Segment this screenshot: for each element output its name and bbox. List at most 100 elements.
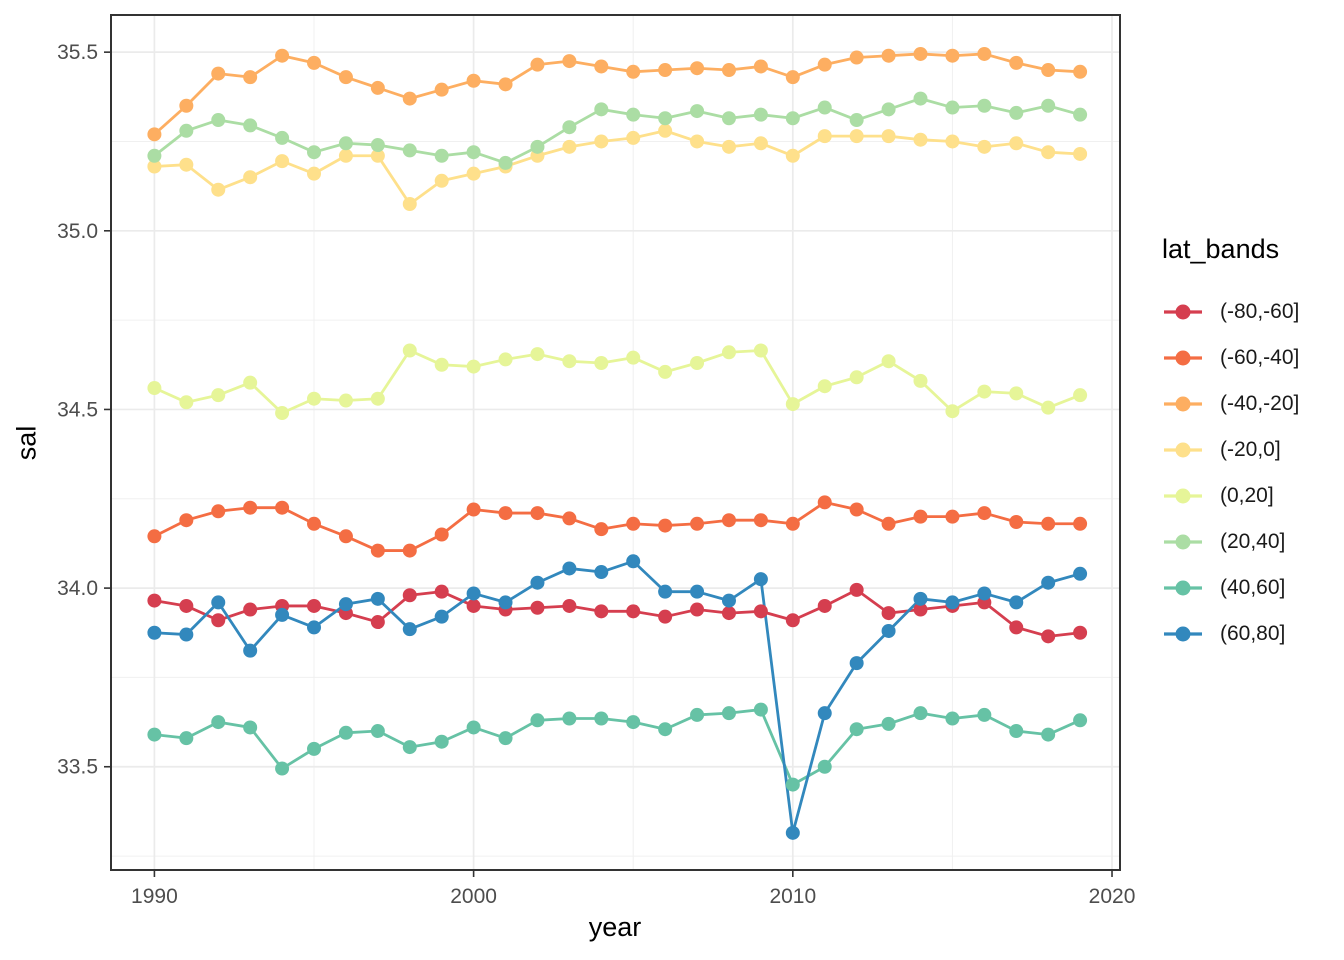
series-point bbox=[913, 91, 928, 106]
series-point bbox=[243, 602, 258, 617]
series-point bbox=[243, 170, 258, 185]
series-point bbox=[913, 132, 928, 147]
series-point bbox=[498, 731, 513, 746]
series-point bbox=[211, 613, 226, 628]
series-point bbox=[721, 111, 736, 126]
series-point bbox=[434, 173, 449, 188]
series-point bbox=[945, 509, 960, 524]
y-tick-label: 33.5 bbox=[57, 756, 98, 779]
series-point bbox=[562, 598, 577, 613]
series-point bbox=[530, 600, 545, 615]
legend-key-icon bbox=[1164, 396, 1202, 412]
series-point bbox=[498, 352, 513, 367]
series-point bbox=[753, 604, 768, 619]
series-point bbox=[690, 602, 705, 617]
series-point bbox=[498, 77, 513, 92]
series-point bbox=[977, 139, 992, 154]
series-point bbox=[179, 395, 194, 410]
series-point bbox=[785, 111, 800, 126]
series-point bbox=[307, 620, 322, 635]
series-point bbox=[370, 591, 385, 606]
series-point bbox=[402, 588, 417, 603]
series-point bbox=[881, 48, 896, 63]
legend-entry: (0,20] bbox=[1160, 473, 1299, 519]
series-point bbox=[977, 506, 992, 521]
series-point bbox=[1041, 98, 1056, 113]
series-point bbox=[402, 143, 417, 158]
series-point bbox=[1073, 566, 1088, 581]
series-point bbox=[1073, 388, 1088, 403]
series-point bbox=[434, 357, 449, 372]
series-point bbox=[945, 134, 960, 149]
series-point bbox=[243, 118, 258, 133]
series-point bbox=[658, 111, 673, 126]
series-point bbox=[594, 102, 609, 117]
series-point bbox=[913, 602, 928, 617]
series-point bbox=[785, 825, 800, 840]
series-point bbox=[817, 379, 832, 394]
series-point bbox=[338, 725, 353, 740]
series-point bbox=[275, 406, 290, 421]
series-point bbox=[977, 586, 992, 601]
series-point bbox=[275, 500, 290, 515]
series-point bbox=[370, 615, 385, 630]
series-point bbox=[594, 711, 609, 726]
series-point bbox=[849, 50, 864, 65]
x-tick-label: 2000 bbox=[450, 885, 497, 908]
legend-key-icon bbox=[1164, 626, 1202, 642]
series-point bbox=[147, 148, 162, 163]
series-point bbox=[402, 197, 417, 212]
legend-entry: (-60,-40] bbox=[1160, 335, 1299, 381]
series-point bbox=[498, 595, 513, 610]
series-point bbox=[466, 586, 481, 601]
series-point bbox=[913, 46, 928, 61]
series-point bbox=[594, 604, 609, 619]
series-point bbox=[211, 113, 226, 128]
series-point bbox=[594, 59, 609, 74]
legend-key-icon bbox=[1164, 580, 1202, 596]
legend-label: (-20,0] bbox=[1220, 438, 1281, 461]
legend: lat_bands (-80,-60] (-60,-40] (-40,-20] (-2… bbox=[1160, 234, 1299, 657]
series-point bbox=[849, 502, 864, 517]
series-point bbox=[753, 702, 768, 717]
series-point bbox=[658, 722, 673, 737]
series-point bbox=[562, 354, 577, 369]
series-point bbox=[307, 598, 322, 613]
series-point bbox=[977, 707, 992, 722]
series-point bbox=[945, 404, 960, 419]
series-point bbox=[753, 343, 768, 358]
series-point bbox=[466, 145, 481, 160]
series-point bbox=[338, 70, 353, 85]
series-point bbox=[147, 625, 162, 640]
series-point bbox=[721, 593, 736, 608]
series-point bbox=[594, 565, 609, 580]
series-point bbox=[530, 57, 545, 72]
series-point bbox=[562, 54, 577, 69]
series-point bbox=[977, 98, 992, 113]
series-point bbox=[562, 120, 577, 135]
x-axis-title: year bbox=[588, 912, 642, 942]
series-point bbox=[1041, 63, 1056, 78]
series-point bbox=[275, 154, 290, 169]
series-point bbox=[530, 139, 545, 154]
series-point bbox=[849, 370, 864, 385]
series-point bbox=[211, 66, 226, 81]
series-point bbox=[179, 627, 194, 642]
series-point bbox=[147, 727, 162, 742]
y-tick-label: 34.0 bbox=[57, 577, 98, 600]
series-point bbox=[817, 598, 832, 613]
legend-label: (40,60] bbox=[1220, 576, 1286, 599]
series-point bbox=[211, 182, 226, 197]
series-point bbox=[307, 516, 322, 531]
legend-items: (-80,-60] (-60,-40] (-40,-20] (-20,0] (0,20]… bbox=[1160, 289, 1299, 657]
series-point bbox=[690, 584, 705, 599]
y-tick-label: 35.0 bbox=[57, 220, 98, 243]
series-point bbox=[690, 104, 705, 119]
series-point bbox=[562, 511, 577, 526]
series-point bbox=[243, 720, 258, 735]
series-point bbox=[913, 373, 928, 388]
series-point bbox=[402, 543, 417, 558]
series-point bbox=[211, 388, 226, 403]
series-point bbox=[498, 155, 513, 170]
series-point bbox=[243, 643, 258, 658]
